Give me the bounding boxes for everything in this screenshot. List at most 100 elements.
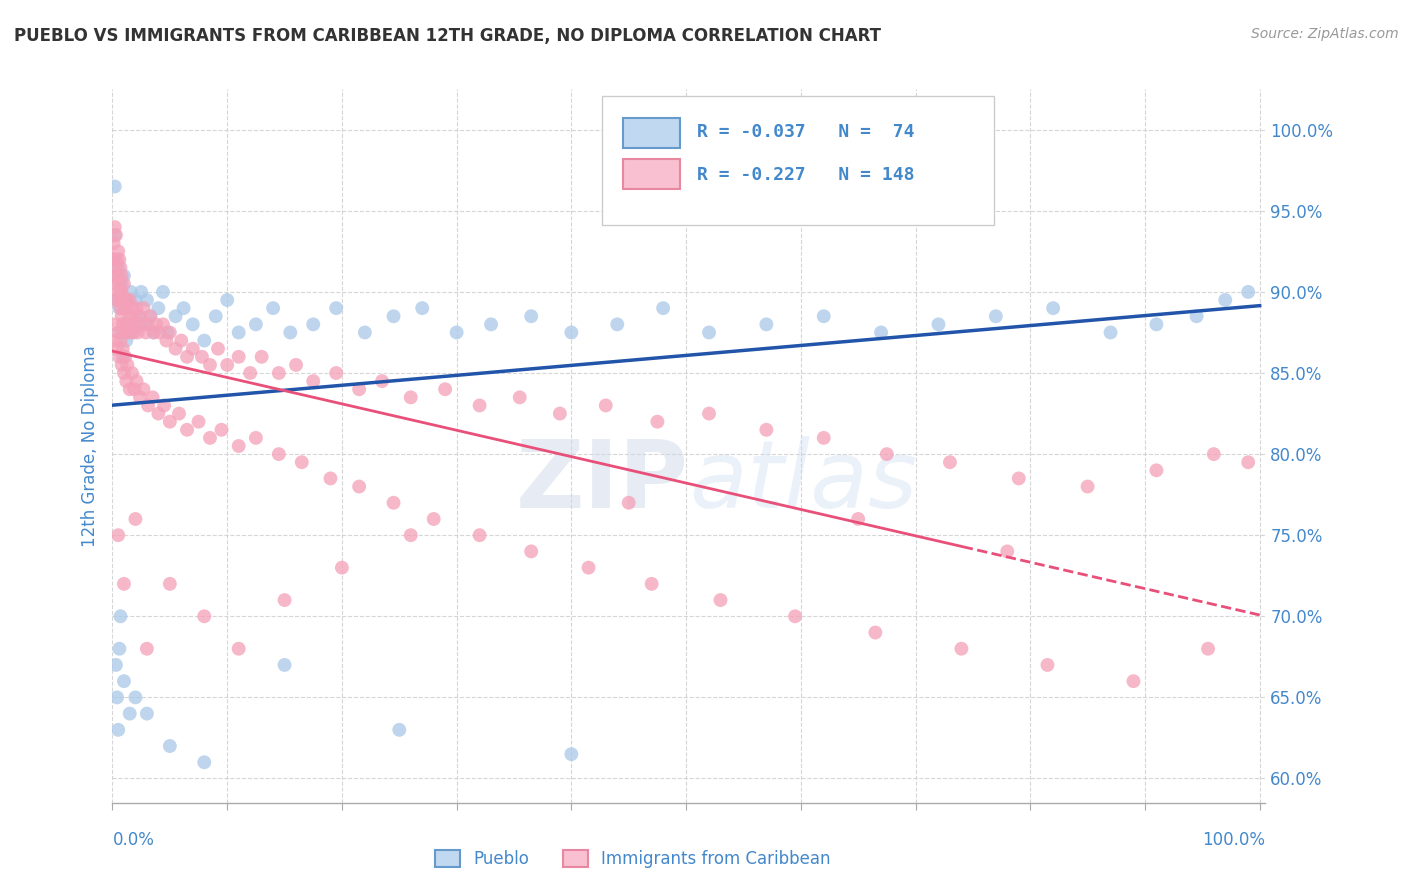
Point [111,310,134,324]
Y-axis label: 12th Grade, No Diploma: 12th Grade, No Diploma [80,345,98,547]
Point [347,479,370,493]
Point [118,310,141,324]
Point [1008,471,1031,485]
Point [239,366,262,380]
Point [152,285,174,299]
Point [145,318,167,332]
Point [108,641,131,656]
Point [560,747,582,761]
Point [124,382,146,396]
Point [104,318,127,332]
Point [115,301,138,315]
Point [302,374,325,388]
Point [755,318,778,332]
Point [846,512,869,526]
Point [111,318,134,332]
Point [520,310,543,324]
Point [112,277,135,291]
Point [181,342,204,356]
Point [479,318,502,332]
Point [104,179,127,194]
Point [984,310,1007,324]
Point [110,334,132,348]
Point [132,382,155,396]
Point [127,310,149,324]
Point [129,390,152,404]
Point [927,318,949,332]
Point [176,350,198,364]
Point [104,268,127,283]
Point [108,350,131,364]
Point [1202,447,1225,461]
Point [107,260,129,275]
Point [939,455,962,469]
Point [124,293,146,307]
Point [950,641,973,656]
Point [110,285,132,299]
Point [107,268,129,283]
Point [142,326,165,340]
Legend: Pueblo, Immigrants from Caribbean: Pueblo, Immigrants from Caribbean [429,843,837,875]
Point [228,350,250,364]
Point [371,374,394,388]
Point [1185,310,1208,324]
FancyBboxPatch shape [623,118,679,148]
Point [207,342,229,356]
Point [382,310,405,324]
Point [108,277,131,291]
Point [411,301,433,315]
Point [115,334,138,348]
FancyBboxPatch shape [623,159,679,189]
Point [211,423,233,437]
Point [187,415,209,429]
Point [813,431,835,445]
Point [1042,301,1064,315]
Point [103,252,125,267]
Point [399,528,422,542]
Point [640,577,662,591]
Text: Source: ZipAtlas.com: Source: ZipAtlas.com [1251,27,1399,41]
Point [606,318,628,332]
Point [267,366,290,380]
Point [114,293,136,307]
Point [1036,657,1059,672]
Point [121,366,143,380]
Point [107,244,129,259]
Point [399,390,422,404]
Point [647,415,669,429]
Point [173,301,195,315]
Point [104,334,127,348]
Point [111,285,134,299]
Point [117,293,139,307]
Point [245,431,267,445]
Point [122,326,145,340]
Point [122,326,145,340]
Point [245,318,267,332]
Point [112,326,135,340]
Point [107,326,129,340]
Point [228,439,250,453]
Point [1237,285,1260,299]
Point [273,593,295,607]
Point [104,220,127,235]
Point [193,756,215,770]
Point [107,285,129,299]
Point [120,318,142,332]
Point [114,318,136,332]
Point [110,609,132,624]
Point [1099,326,1122,340]
Point [135,706,157,721]
Point [170,334,193,348]
Point [422,512,444,526]
Point [1077,479,1099,493]
Point [278,326,301,340]
Point [120,285,142,299]
Point [111,350,134,364]
Point [108,252,131,267]
Point [114,350,136,364]
Point [124,690,146,705]
Text: 100.0%: 100.0% [1202,831,1265,849]
Point [697,407,720,421]
Point [273,657,295,672]
Point [112,674,135,689]
